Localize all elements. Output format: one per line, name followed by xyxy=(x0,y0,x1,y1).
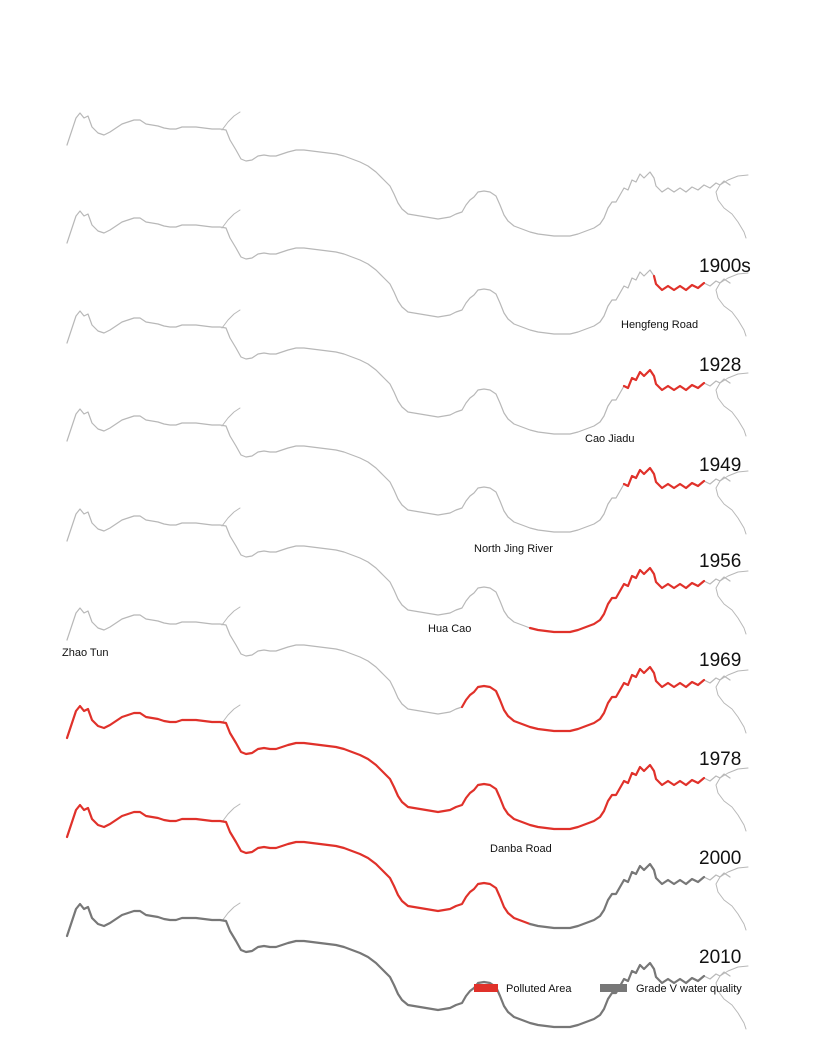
legend: Polluted Area Grade V water quality xyxy=(474,983,742,995)
river-branch-lower-1949 xyxy=(715,382,747,437)
place-label-zhao-tun: Zhao Tun xyxy=(62,647,108,659)
river-branch-lower-1956 xyxy=(715,480,747,535)
river-branch-fork-2010 xyxy=(221,803,241,823)
river-branch-fork-1949 xyxy=(221,309,241,329)
river-branch-upper-1900s xyxy=(719,174,749,186)
year-label-2010: 2010 xyxy=(699,947,741,968)
year-label-1969: 1969 xyxy=(699,650,741,671)
polluted-segment-2010 xyxy=(65,803,532,926)
river-branch-upper-1949 xyxy=(719,372,749,384)
polluted-segment-2000 xyxy=(65,704,706,831)
river-branch-lower-row-8 xyxy=(715,975,747,1030)
river-branch-lower-1969 xyxy=(715,580,747,635)
river-outline-1928 xyxy=(66,210,731,335)
place-label-danba-road: Danba Road xyxy=(490,843,552,855)
river-branch-fork-1900s xyxy=(221,111,241,131)
river-branch-upper-1956 xyxy=(719,470,749,482)
river-branch-upper-1969 xyxy=(719,570,749,582)
river-branch-lower-2010 xyxy=(715,876,747,931)
legend-label-grade-v: Grade V water quality xyxy=(636,983,742,995)
river-outline-2010 xyxy=(66,804,731,929)
place-label-north-jing-river: North Jing River xyxy=(474,543,553,555)
river-branch-upper-row-8 xyxy=(719,965,749,977)
place-label-hua-cao: Hua Cao xyxy=(428,623,471,635)
river-branch-lower-1900s xyxy=(715,184,747,239)
polluted-segment-1949 xyxy=(622,368,706,392)
polluted-segment-1956 xyxy=(622,466,706,490)
river-outline-1969 xyxy=(66,508,731,633)
year-label-1928: 1928 xyxy=(699,355,741,376)
legend-swatch-grade-v xyxy=(600,984,627,992)
river-branch-upper-1928 xyxy=(719,272,749,284)
river-branch-fork-2000 xyxy=(221,704,241,724)
year-label-1900s: 1900s xyxy=(699,256,751,277)
polluted-segment-1978 xyxy=(460,665,706,733)
river-branch-lower-1978 xyxy=(715,679,747,734)
river-outline-1900s xyxy=(66,112,731,237)
river-branch-fork-1969 xyxy=(221,507,241,527)
river-branch-lower-2000 xyxy=(715,777,747,832)
year-label-2000: 2000 xyxy=(699,848,741,869)
place-label-hengfeng-road: Hengfeng Road xyxy=(621,319,698,331)
river-branch-upper-2010 xyxy=(719,866,749,878)
year-label-1978: 1978 xyxy=(699,749,741,770)
year-label-1949: 1949 xyxy=(699,455,741,476)
legend-label-polluted: Polluted Area xyxy=(506,983,572,995)
legend-swatch-polluted xyxy=(474,984,498,992)
river-outline-1978 xyxy=(66,607,731,732)
polluted-segment-1969 xyxy=(528,566,706,634)
polluted-segment-1928 xyxy=(652,274,706,292)
year-label-1956: 1956 xyxy=(699,551,741,572)
river-branch-fork-1978 xyxy=(221,606,241,626)
place-label-cao-jiadu: Cao Jiadu xyxy=(585,433,635,445)
river-outline-2000 xyxy=(66,705,731,830)
river-branch-fork-1956 xyxy=(221,407,241,427)
river-branch-lower-1928 xyxy=(715,282,747,337)
river-outline-row-8 xyxy=(66,903,731,1028)
river-branch-fork-1928 xyxy=(221,209,241,229)
river-branch-fork-row-8 xyxy=(221,902,241,922)
grade-v-segment-2010 xyxy=(528,862,706,930)
river-outline-1956 xyxy=(66,408,731,533)
river-rows xyxy=(65,111,749,1030)
river-branch-upper-2000 xyxy=(719,767,749,779)
grade-v-segment-row-8 xyxy=(65,902,706,1029)
river-branch-upper-1978 xyxy=(719,669,749,681)
